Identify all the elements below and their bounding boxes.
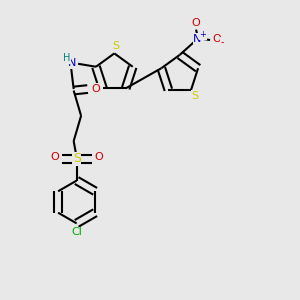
Text: N: N	[91, 85, 99, 95]
Text: Cl: Cl	[71, 227, 82, 237]
Text: S: S	[191, 92, 198, 101]
Text: H: H	[63, 53, 70, 63]
Text: S: S	[112, 41, 119, 51]
Text: +: +	[200, 31, 206, 40]
Text: O: O	[192, 18, 200, 28]
Text: O: O	[50, 152, 59, 162]
Text: O: O	[94, 152, 103, 162]
Text: S: S	[73, 152, 81, 165]
Text: N: N	[68, 58, 76, 68]
Text: O: O	[212, 34, 221, 44]
Text: -: -	[220, 38, 224, 47]
Text: O: O	[91, 84, 100, 94]
Text: N: N	[194, 34, 202, 44]
